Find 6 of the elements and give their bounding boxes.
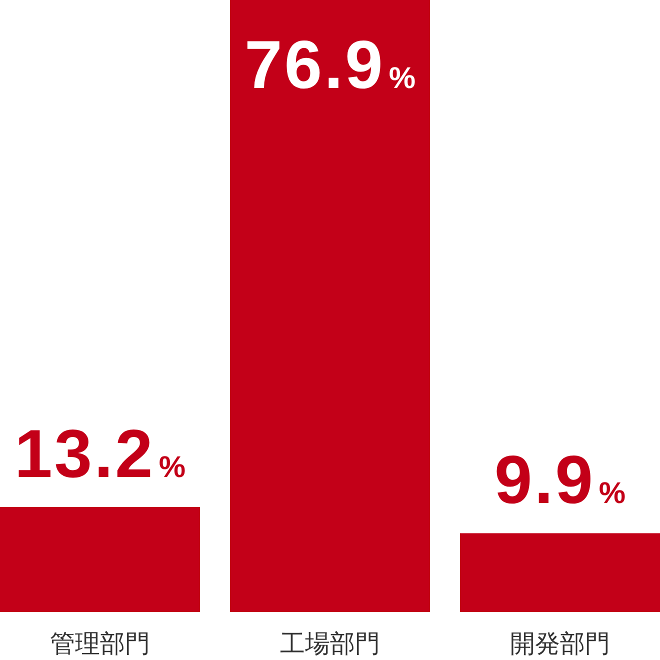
x-tick-label: 工場部門 (280, 629, 380, 658)
data-label: 13.2% (14, 416, 186, 492)
x-tick-label: 開発部門 (510, 629, 610, 658)
x-tick-label: 管理部門 (50, 629, 150, 658)
data-label: 76.9% (244, 27, 416, 103)
data-label: 9.9% (494, 442, 626, 518)
